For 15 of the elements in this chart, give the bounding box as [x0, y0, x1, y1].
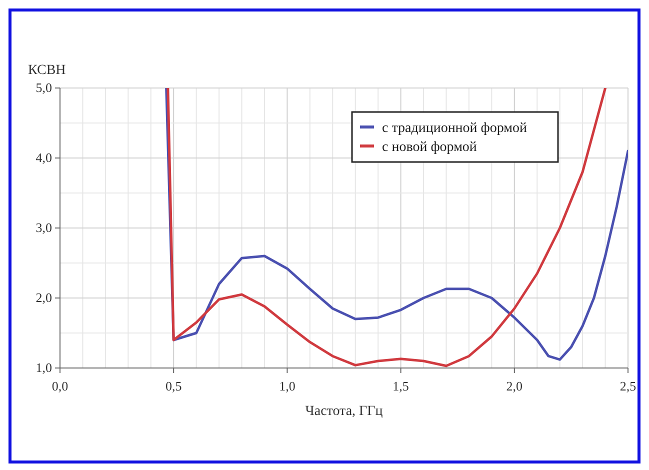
x-tick-label: 1,5 — [392, 378, 409, 394]
x-tick-label: 1,0 — [279, 378, 296, 394]
legend-label: с новой формой — [382, 140, 478, 155]
x-axis-title: Частота, ГГц — [305, 404, 384, 419]
y-tick-label: 5,0 — [36, 80, 52, 96]
x-tick-label: 0,0 — [52, 378, 68, 394]
y-tick-label: 2,0 — [36, 290, 52, 306]
y-axis-title: КСВН — [28, 63, 66, 78]
y-tick-label: 1,0 — [36, 360, 52, 376]
y-tick-label: 3,0 — [36, 220, 52, 236]
y-tick-label: 4,0 — [36, 150, 52, 166]
x-tick-label: 2,5 — [620, 378, 636, 394]
legend-label: с традиционной формой — [382, 121, 528, 136]
x-tick-label: 0,5 — [165, 378, 182, 394]
x-tick-label: 2,0 — [506, 378, 523, 394]
